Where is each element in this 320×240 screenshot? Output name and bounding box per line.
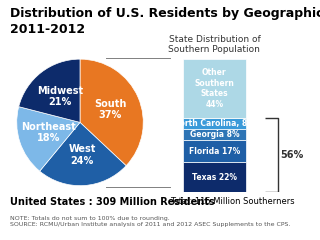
Wedge shape <box>17 107 80 171</box>
Text: Florida 17%: Florida 17% <box>189 146 240 156</box>
Bar <box>183 118 246 129</box>
Text: Northeast
18%: Northeast 18% <box>21 122 76 143</box>
Wedge shape <box>40 122 126 186</box>
Text: Total: 115 Million Southerners: Total: 115 Million Southerners <box>170 197 294 206</box>
Wedge shape <box>19 59 80 122</box>
Bar <box>183 59 246 118</box>
Text: Distribution of U.S. Residents by Geographic Region,
2011-2012: Distribution of U.S. Residents by Geogra… <box>10 7 320 36</box>
Text: South
37%: South 37% <box>94 99 126 120</box>
Text: Midwest
21%: Midwest 21% <box>37 86 83 107</box>
Text: West
24%: West 24% <box>68 144 96 166</box>
Text: North Carolina, 8%: North Carolina, 8% <box>173 119 255 128</box>
Text: Texas 22%: Texas 22% <box>192 173 237 182</box>
Text: Georgia 8%: Georgia 8% <box>189 130 239 139</box>
Bar <box>183 129 246 140</box>
Text: Other
Southern
States
44%: Other Southern States 44% <box>195 68 234 109</box>
Text: NOTE: Totals do not sum to 100% due to rounding.
SOURCE: RCMU/Urban Institute an: NOTE: Totals do not sum to 100% due to r… <box>10 216 290 227</box>
Bar <box>183 162 246 192</box>
Title: State Distribution of
Southern Population: State Distribution of Southern Populatio… <box>168 35 260 54</box>
Text: United States : 309 Million Residents: United States : 309 Million Residents <box>10 197 214 207</box>
Text: 56%: 56% <box>280 150 303 160</box>
Bar <box>183 140 246 162</box>
Wedge shape <box>80 59 143 166</box>
